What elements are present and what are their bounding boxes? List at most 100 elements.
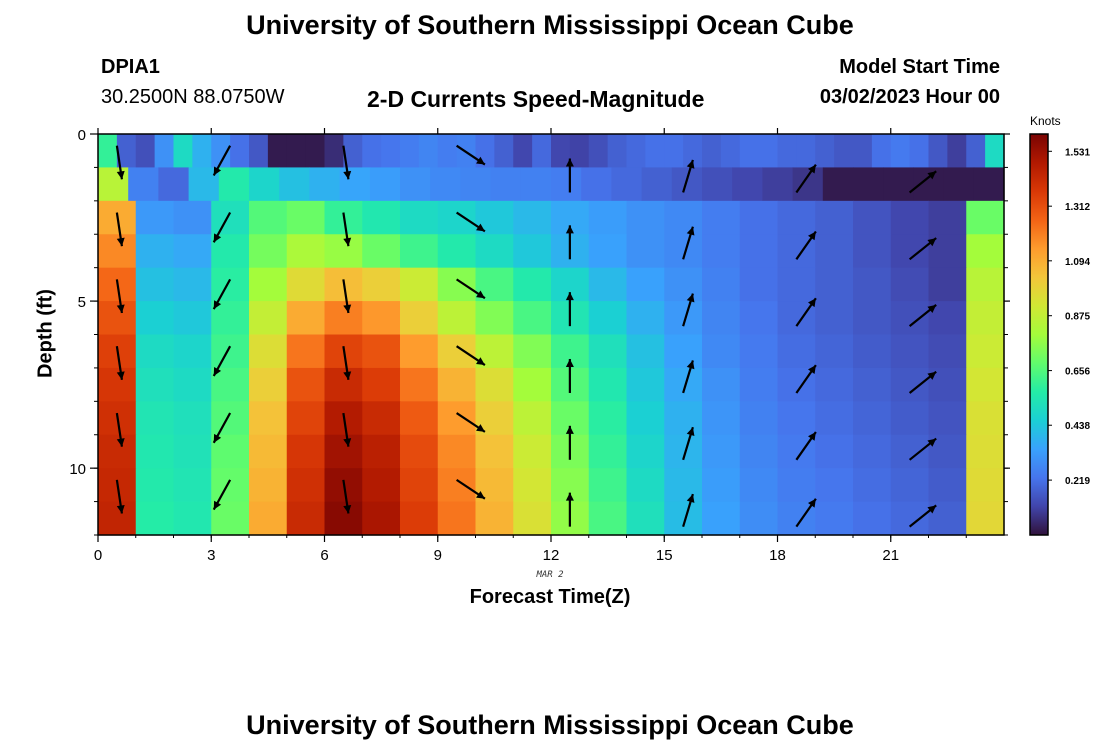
current-arrow-head — [686, 360, 695, 370]
heatmap-cell — [324, 234, 363, 269]
heatmap-cell — [739, 468, 779, 503]
heatmap-cell — [520, 167, 552, 202]
heatmap-cell — [211, 267, 250, 302]
heatmap-cell — [928, 134, 948, 169]
current-arrow-head — [476, 490, 485, 499]
heatmap-cell — [815, 267, 854, 302]
heatmap-cell — [135, 134, 156, 169]
heatmap-cell — [890, 434, 930, 469]
heatmap-cell — [777, 401, 816, 436]
heatmap-cell — [966, 434, 1005, 469]
heatmap-cell — [720, 134, 741, 169]
heatmap-cell — [173, 234, 212, 269]
heatmap-cell — [702, 200, 741, 235]
heatmap-cell — [664, 501, 703, 536]
heatmap-cell — [173, 301, 212, 336]
heatmap — [98, 134, 1005, 536]
heatmap-cell — [173, 501, 212, 536]
heatmap-cell — [758, 134, 779, 169]
current-arrow-head — [213, 233, 222, 243]
heatmap-cell — [400, 434, 439, 469]
heatmap-cell — [702, 234, 741, 269]
heatmap-cell — [418, 134, 439, 169]
heatmap-cell — [626, 267, 665, 302]
heatmap-cell — [135, 301, 175, 336]
current-arrow-head — [213, 500, 222, 510]
heatmap-cell — [513, 401, 552, 436]
heatmap-cell — [626, 234, 665, 269]
heatmap-cell — [702, 134, 722, 169]
heatmap-cell — [362, 468, 401, 503]
heatmap-cell — [135, 401, 175, 436]
heatmap-cell — [173, 200, 212, 235]
colorbar-tick-label: 0.875 — [1065, 312, 1090, 323]
heatmap-cell — [664, 267, 703, 302]
heatmap-cell — [362, 401, 401, 436]
heatmap-cell — [249, 301, 288, 336]
current-arrow-head — [476, 156, 485, 165]
heatmap-cell — [611, 167, 643, 202]
heatmap-cell — [513, 301, 552, 336]
heatmap-cell — [286, 134, 307, 169]
heatmap-cell — [702, 401, 741, 436]
heatmap-cell — [890, 334, 930, 369]
current-arrow-head — [343, 438, 352, 447]
heatmap-cell — [702, 434, 741, 469]
heatmap-cell — [532, 134, 552, 169]
heatmap-cell — [739, 401, 779, 436]
heatmap-cell — [211, 468, 250, 503]
heatmap-cell — [324, 501, 363, 536]
heatmap-cell — [116, 134, 137, 169]
current-arrow-head — [476, 290, 485, 299]
heatmap-cell — [362, 200, 401, 235]
heatmap-cell — [98, 234, 137, 269]
heatmap-cell — [815, 501, 854, 536]
heatmap-cell — [400, 134, 420, 169]
heatmap-cell — [513, 468, 552, 503]
current-arrow-head — [565, 158, 574, 167]
heatmap-cell — [286, 200, 326, 235]
current-arrow-head — [343, 237, 352, 247]
heatmap-cell — [853, 468, 892, 503]
heatmap-cell — [966, 501, 1005, 536]
heatmap-cell — [475, 234, 514, 269]
heatmap-cell — [460, 167, 492, 202]
heatmap-cell — [286, 401, 326, 436]
heatmap-cell — [249, 134, 269, 169]
current-arrow-head — [116, 504, 125, 514]
heatmap-cell — [490, 167, 522, 202]
heatmap-cell — [400, 501, 439, 536]
heatmap-cell — [437, 367, 477, 402]
heatmap-cell — [664, 468, 703, 503]
heatmap-cell — [362, 334, 401, 369]
heatmap-cell — [286, 301, 326, 336]
heatmap-cell — [890, 501, 930, 536]
heatmap-cell — [853, 200, 892, 235]
colorbar-tick-label: 1.312 — [1065, 202, 1090, 213]
heatmap-cell — [815, 234, 854, 269]
heatmap-cell — [400, 367, 439, 402]
heatmap-cell — [928, 267, 967, 302]
heatmap-cell — [588, 401, 628, 436]
y-tick-label: 5 — [78, 294, 86, 311]
current-arrow-head — [927, 505, 937, 514]
heatmap-cell — [249, 501, 288, 536]
current-arrow-head — [686, 159, 695, 169]
current-arrow-head — [808, 231, 816, 241]
heatmap-cell — [777, 200, 816, 235]
heatmap-cell — [664, 200, 703, 235]
heatmap-cell — [400, 200, 439, 235]
heatmap-cell — [173, 434, 212, 469]
heatmap-cell — [98, 434, 137, 469]
x-tick-label: 15 — [656, 547, 673, 564]
heatmap-cell — [739, 434, 779, 469]
heatmap-cell — [98, 301, 137, 336]
colorbar-unit: Knots — [1030, 114, 1061, 128]
heatmap-cell — [985, 134, 1005, 169]
heatmap-cell — [739, 301, 779, 336]
heatmap-cell — [400, 334, 439, 369]
heatmap-cell — [362, 234, 401, 269]
heatmap-cell — [966, 334, 1005, 369]
heatmap-cell — [211, 301, 250, 336]
heatmap-cell — [739, 267, 779, 302]
